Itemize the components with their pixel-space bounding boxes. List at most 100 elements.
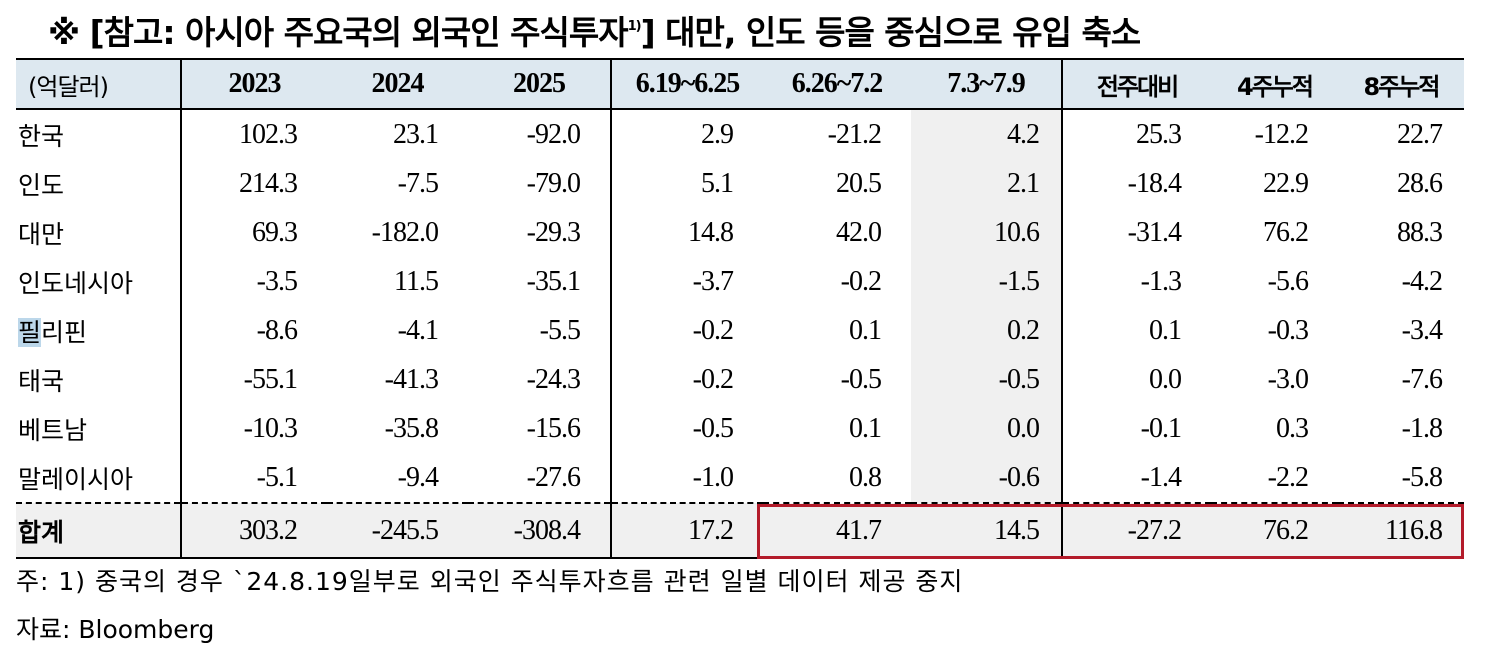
col-header-2024: 2024	[327, 58, 468, 110]
cell: 20.5	[836, 167, 882, 199]
cell: 0.2	[911, 306, 1062, 355]
row-label: 인도네시아	[18, 268, 134, 298]
cell: 0.0	[1061, 355, 1211, 404]
cell: -1.5	[911, 257, 1062, 306]
cell: 0.3	[1276, 412, 1309, 444]
cell: -24.3	[526, 363, 581, 395]
cell: -182.0	[371, 216, 439, 248]
cell: -55.1	[180, 355, 327, 404]
total-row: 합계 303.2 -245.5 -308.4 17.2 41.7 14.5 -2…	[16, 503, 1464, 559]
col-header-2025: 2025	[468, 58, 611, 110]
footnote: 주: 1) 중국의 경우 `24.8.19일부로 외국인 주식투자흐름 관련 일…	[16, 567, 964, 596]
cell: -0.5	[911, 355, 1062, 404]
cell: 0.1	[849, 412, 882, 444]
cell: -4.1	[397, 314, 439, 346]
row-label: 베트남	[18, 415, 88, 445]
cell: 214.3	[180, 159, 327, 208]
cell: -10.3	[180, 404, 327, 453]
cell: -15.6	[526, 412, 581, 444]
cell: 22.7	[1397, 118, 1443, 150]
cell: 0.0	[911, 404, 1062, 453]
cell: -3.4	[1401, 314, 1443, 346]
cell: 102.3	[180, 109, 327, 159]
cell: 2.1	[911, 159, 1062, 208]
cell: -27.6	[468, 453, 611, 504]
cell: 17.2	[610, 503, 763, 559]
cell: -5.8	[1338, 453, 1464, 504]
cell: 0.1	[849, 314, 882, 346]
cell: -18.4	[1061, 159, 1211, 208]
table-row: 인도 214.3 -7.5 -79.0 5.1 20.5 2.1 -18.4 22.9 28.6	[16, 159, 1464, 208]
cell: 88.3	[1397, 216, 1443, 248]
cell: -4.2	[1401, 265, 1443, 297]
cell: 25.3	[1061, 109, 1211, 159]
cell: -3.0	[1267, 363, 1309, 395]
cell: -0.2	[840, 265, 882, 297]
col-header-week1: 6.19~6.25	[610, 58, 763, 110]
table-row: 대만 69.3 -182.0 -29.3 14.8 42.0 10.6 -31.4 76.2 88…	[16, 208, 1464, 257]
cell: -2.2	[1211, 453, 1338, 504]
cell: 11.5	[394, 265, 439, 297]
cell: 22.9	[1263, 167, 1309, 199]
cell: -27.2	[1061, 503, 1211, 559]
cell: 2.9	[610, 109, 763, 159]
cell: 0.8	[763, 453, 911, 504]
col-header-8w: 8주누적	[1338, 58, 1464, 110]
table-row: 한국 102.3 23.1 -92.0 2.9 -21.2 4.2 25.3 -12.2 22.7	[16, 109, 1464, 159]
cell: -0.2	[610, 306, 763, 355]
cell: -92.0	[526, 118, 581, 150]
cell: -35.1	[526, 265, 581, 297]
cell: 4.2	[911, 109, 1062, 159]
highlight-box	[757, 504, 1464, 559]
cell: -5.1	[180, 453, 327, 504]
source-note: 자료: Bloomberg	[16, 615, 215, 644]
cell: -7.6	[1401, 363, 1443, 395]
row-label: 대만	[18, 219, 65, 249]
cell: -35.8	[384, 412, 439, 444]
cell: -0.6	[911, 453, 1062, 504]
cell: 10.6	[911, 208, 1062, 257]
cell: -0.2	[610, 355, 763, 404]
cell: -0.5	[840, 363, 882, 395]
foreign-investment-table: (억달러) 2023 2024 2025 6.19~6.25 6.26~7.2 …	[16, 58, 1464, 559]
cell: -5.6	[1267, 265, 1309, 297]
cell: 76.2	[1211, 503, 1338, 559]
page-title: ※ [참고: 아시아 주요국의 외국인 주식투자1)] 대만, 인도 등을 중심…	[48, 2, 1142, 52]
cell: 5.1	[610, 159, 763, 208]
cell: -308.4	[468, 503, 611, 559]
selection-highlight: 필	[18, 317, 42, 347]
cell: -29.3	[526, 216, 581, 248]
col-header-2023: 2023	[180, 58, 327, 110]
cell: 69.3	[180, 208, 327, 257]
cell: 116.8	[1338, 503, 1464, 559]
cell: 14.8	[610, 208, 763, 257]
row-label: 태국	[18, 366, 65, 396]
col-header-4w: 4주누적	[1211, 58, 1338, 110]
title-rest: ] 대만, 인도 등을 중심으로 유입 축소	[640, 13, 1142, 52]
cell: 14.5	[911, 503, 1062, 559]
cell: -9.4	[327, 453, 468, 504]
table-row: 필리핀 -8.6 -4.1 -5.5 -0.2 0.1 0.2 0.1 -0.3 -3.4	[16, 306, 1464, 355]
cell: -1.0	[610, 453, 763, 504]
cell: -31.4	[1061, 208, 1211, 257]
row-label: 말레이시아	[16, 453, 181, 504]
row-label: 한국	[18, 121, 65, 151]
cell: 23.1	[393, 118, 439, 150]
cell: -1.8	[1401, 412, 1443, 444]
cell: -21.2	[827, 118, 882, 150]
header-row: (억달러) 2023 2024 2025 6.19~6.25 6.26~7.2 …	[16, 58, 1464, 110]
col-header-wow: 전주대비	[1061, 58, 1211, 110]
col-header-week3: 7.3~7.9	[911, 58, 1062, 110]
cell: -0.5	[610, 404, 763, 453]
cell: -0.1	[1061, 404, 1211, 453]
cell: -245.5	[327, 503, 468, 559]
cell: 28.6	[1397, 167, 1443, 199]
cell: -8.6	[180, 306, 327, 355]
row-label-total: 합계	[16, 503, 181, 559]
cell: -3.7	[610, 257, 763, 306]
title-footnote-mark: 1)	[627, 19, 642, 34]
cell: -12.2	[1254, 118, 1309, 150]
table-row: 태국 -55.1 -41.3 -24.3 -0.2 -0.5 -0.5 0.0 -3.0 -7.6	[16, 355, 1464, 404]
cell: -1.3	[1061, 257, 1211, 306]
col-header-week2: 6.26~7.2	[763, 58, 911, 110]
